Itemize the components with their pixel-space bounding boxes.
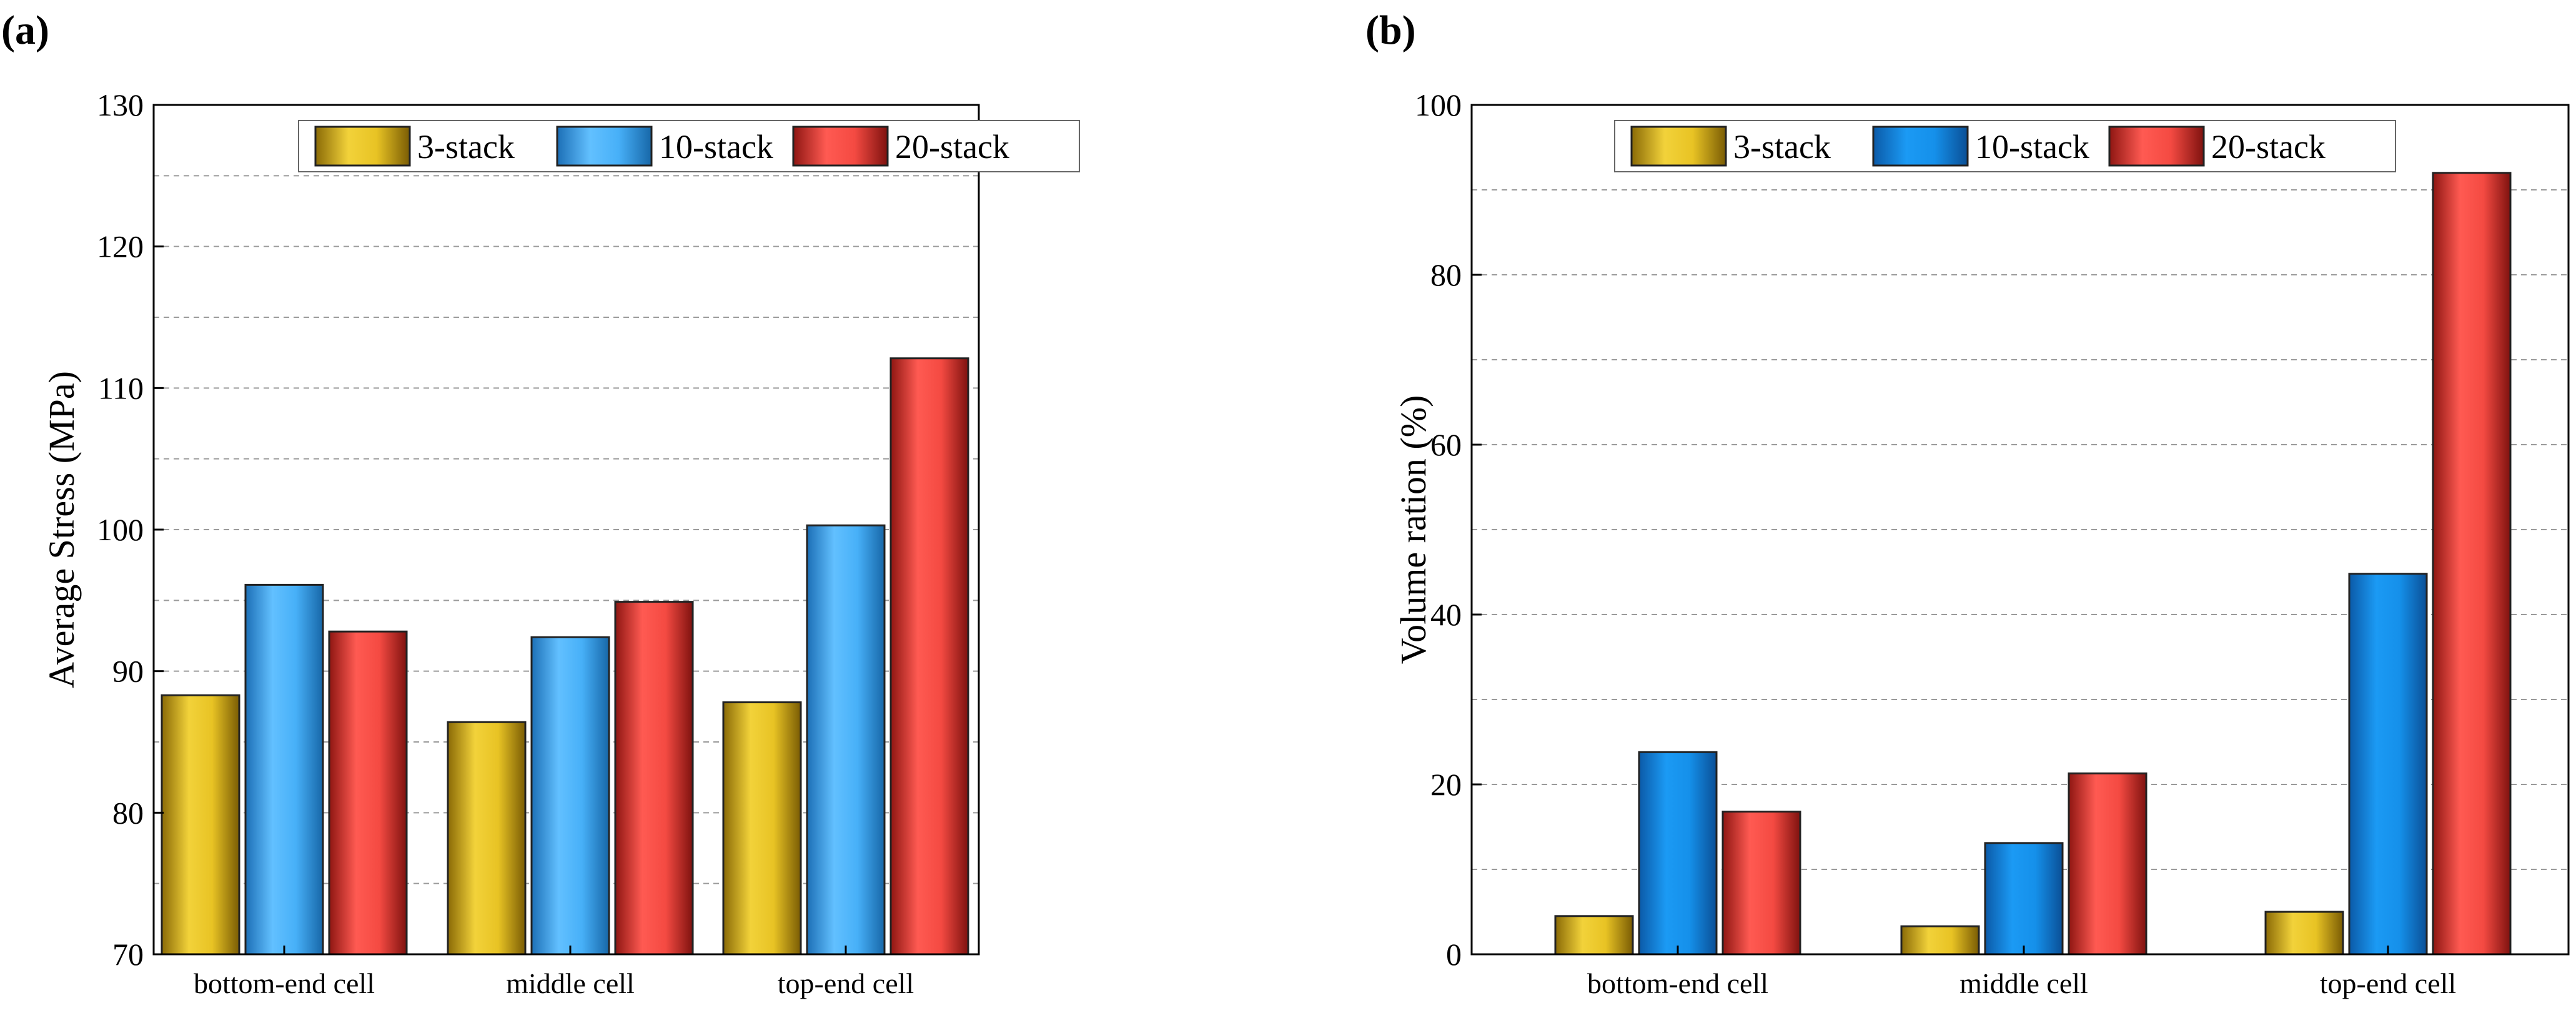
y-tick-label: 80 xyxy=(1430,257,1462,292)
x-category-label: middle cell xyxy=(506,967,635,999)
y-tick-label: 120 xyxy=(97,229,144,264)
x-category-label: top-end cell xyxy=(778,967,914,999)
y-axis-title: Volume ration (%) xyxy=(1393,395,1434,665)
bar-10-stack-top-end-cell xyxy=(2348,573,2428,956)
bar-20-stack-top-end-cell xyxy=(2432,172,2512,956)
bar-3-stack-bottom-end-cell xyxy=(161,694,240,956)
bar-10-stack-top-end-cell xyxy=(806,524,886,956)
y-tick-label: 0 xyxy=(1446,937,1462,972)
x-category-label: bottom-end cell xyxy=(194,967,375,999)
bar-10-stack-middle-cell xyxy=(1984,842,2064,956)
bar-3-stack-middle-cell xyxy=(447,721,527,956)
y-tick-label: 40 xyxy=(1430,597,1462,632)
legend-frame xyxy=(298,120,1080,172)
y-tick-label: 100 xyxy=(1415,87,1462,122)
y-tick-label: 60 xyxy=(1430,427,1462,462)
bar-20-stack-middle-cell xyxy=(614,601,694,956)
legend-swatch-20-stack xyxy=(2108,126,2205,167)
legend-swatch-10-stack xyxy=(556,126,653,167)
bar-20-stack-bottom-end-cell xyxy=(1721,811,1801,956)
bar-3-stack-top-end-cell xyxy=(722,701,802,956)
panel-label: (b) xyxy=(1365,7,1416,53)
chart-panel-b: (b) 0 20 40 60 80 100 bottom-end cell middle c… xyxy=(1365,7,2570,999)
legend-swatch-10-stack xyxy=(1872,126,1969,167)
bar-10-stack-bottom-end-cell xyxy=(1638,751,1718,956)
bar-20-stack-middle-cell xyxy=(2068,772,2147,956)
legend-label-20-stack: 20-stack xyxy=(895,128,1009,166)
bar-20-stack-bottom-end-cell xyxy=(328,630,408,956)
panel-label: (a) xyxy=(1,7,49,53)
legend: 3-stack 10-stack 20-stack xyxy=(1614,120,2396,172)
legend-swatch-20-stack xyxy=(792,126,889,167)
y-axis-title: Average Stress (MPa) xyxy=(41,371,82,688)
plot-frame xyxy=(1470,104,2570,956)
bar-3-stack-bottom-end-cell xyxy=(1554,915,1634,956)
x-category-label: middle cell xyxy=(1959,967,2088,999)
legend: 3-stack 10-stack 20-stack xyxy=(298,120,1080,172)
bar-10-stack-bottom-end-cell xyxy=(244,583,324,956)
legend-label-20-stack: 20-stack xyxy=(2211,128,2326,166)
y-tick-label: 20 xyxy=(1430,767,1462,802)
legend-label-10-stack: 10-stack xyxy=(1975,128,2089,166)
legend-swatch-3-stack xyxy=(1630,126,1727,167)
y-tick-label: 80 xyxy=(112,795,144,830)
legend-label-3-stack: 3-stack xyxy=(1733,128,1831,166)
legend-frame xyxy=(1614,120,2396,172)
y-tick-label: 90 xyxy=(112,654,144,689)
legend-label-3-stack: 3-stack xyxy=(417,128,515,166)
x-category-label: bottom-end cell xyxy=(1587,967,1768,999)
bar-20-stack-top-end-cell xyxy=(889,357,969,956)
x-category-label: top-end cell xyxy=(2320,967,2456,999)
y-tick-label: 110 xyxy=(98,370,144,405)
y-tick-label: 100 xyxy=(97,512,144,547)
chart-panel-a: (a) 70 80 90 100 110 120 130 bottom-end cell mi… xyxy=(1,7,1080,999)
bar-3-stack-middle-cell xyxy=(1900,925,1980,956)
bar-10-stack-middle-cell xyxy=(530,636,610,956)
y-tick-label: 130 xyxy=(97,87,144,122)
legend-swatch-3-stack xyxy=(314,126,411,167)
legend-label-10-stack: 10-stack xyxy=(659,128,773,166)
bar-3-stack-top-end-cell xyxy=(2264,911,2344,956)
y-tick-label: 70 xyxy=(112,937,144,972)
